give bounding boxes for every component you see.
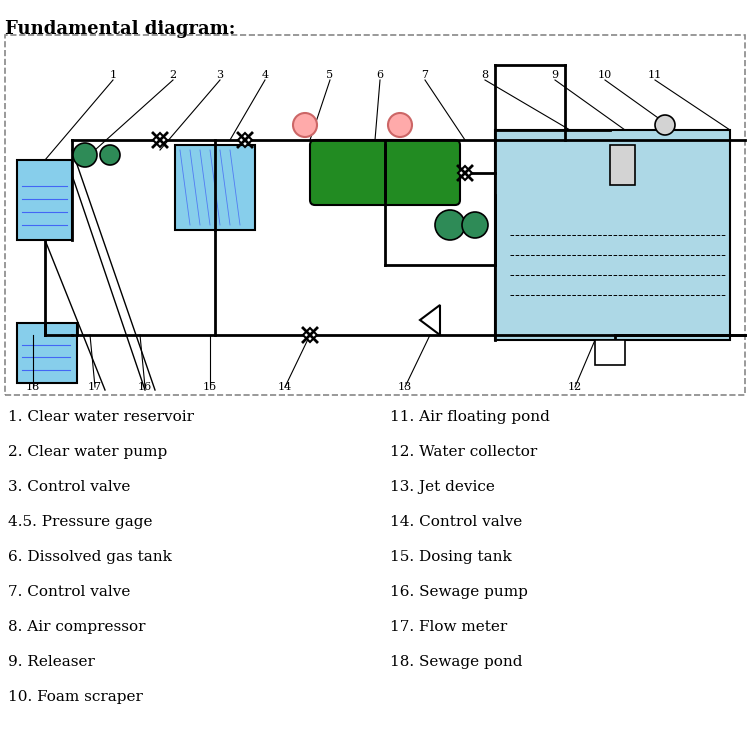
Circle shape: [388, 113, 412, 137]
Bar: [175, 145, 255, 230]
Text: 15. Dosing tank: 15. Dosing tank: [390, 550, 512, 564]
Bar: [17, 323, 77, 383]
Polygon shape: [153, 133, 167, 147]
Text: 1. Clear water reservoir: 1. Clear water reservoir: [8, 410, 194, 424]
Text: 8. Air compressor: 8. Air compressor: [8, 620, 146, 634]
Text: 15: 15: [202, 382, 217, 392]
Bar: [610, 145, 635, 185]
Polygon shape: [238, 133, 252, 147]
Polygon shape: [303, 328, 317, 342]
Bar: [5, 35, 745, 395]
Circle shape: [655, 115, 675, 135]
Text: 18. Sewage pond: 18. Sewage pond: [390, 655, 523, 669]
Text: 5: 5: [326, 70, 334, 80]
Text: 13. Jet device: 13. Jet device: [390, 480, 495, 494]
Text: 2. Clear water pump: 2. Clear water pump: [8, 445, 167, 459]
Text: 9: 9: [551, 70, 559, 80]
Text: 16: 16: [138, 382, 152, 392]
Circle shape: [100, 145, 120, 165]
Circle shape: [293, 113, 317, 137]
Text: 2: 2: [170, 70, 176, 80]
Bar: [17, 160, 72, 240]
Text: 4.5. Pressure gage: 4.5. Pressure gage: [8, 515, 152, 529]
Text: 12. Water collector: 12. Water collector: [390, 445, 537, 459]
Circle shape: [462, 212, 488, 238]
Text: 4: 4: [262, 70, 268, 80]
Text: 17. Flow meter: 17. Flow meter: [390, 620, 507, 634]
Text: 16. Sewage pump: 16. Sewage pump: [390, 585, 528, 599]
Circle shape: [435, 210, 465, 240]
Bar: [495, 130, 730, 340]
Text: 18: 18: [26, 382, 40, 392]
Text: 7: 7: [422, 70, 428, 80]
Text: 17: 17: [88, 382, 102, 392]
Text: 6. Dissolved gas tank: 6. Dissolved gas tank: [8, 550, 172, 564]
FancyBboxPatch shape: [310, 140, 460, 205]
Polygon shape: [458, 166, 472, 180]
Text: 7. Control valve: 7. Control valve: [8, 585, 130, 599]
Text: 9. Releaser: 9. Releaser: [8, 655, 94, 669]
Bar: [595, 340, 625, 365]
Text: 14. Control valve: 14. Control valve: [390, 515, 522, 529]
Text: 11: 11: [648, 70, 662, 80]
Text: 1: 1: [110, 70, 116, 80]
Text: 10: 10: [598, 70, 612, 80]
Text: 13: 13: [398, 382, 412, 392]
Polygon shape: [420, 305, 440, 335]
Text: 14: 14: [278, 382, 292, 392]
Text: 11. Air floating pond: 11. Air floating pond: [390, 410, 550, 424]
Text: 3: 3: [217, 70, 223, 80]
Circle shape: [73, 143, 97, 167]
Text: 6: 6: [376, 70, 383, 80]
Text: 8: 8: [482, 70, 488, 80]
Text: 12: 12: [568, 382, 582, 392]
Text: Fundamental diagram:: Fundamental diagram:: [5, 20, 236, 38]
Text: 10. Foam scraper: 10. Foam scraper: [8, 690, 142, 704]
Text: 3. Control valve: 3. Control valve: [8, 480, 130, 494]
